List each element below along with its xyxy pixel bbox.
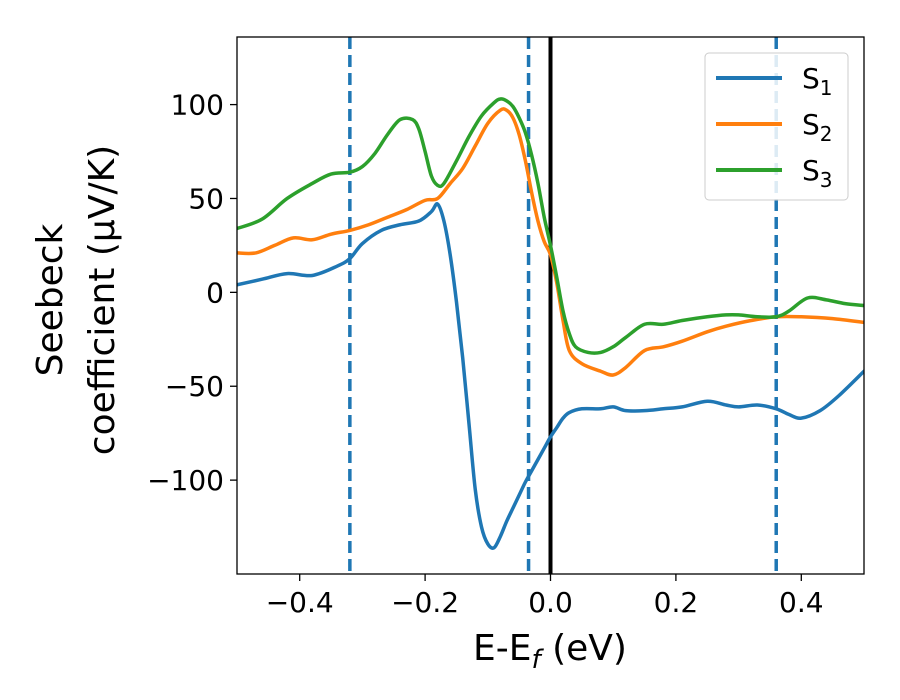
y-axis-label-line1: Seebeck: [30, 223, 71, 376]
x-axis-label: E-Ef (eV): [473, 628, 627, 675]
y-tick-label: 50: [188, 182, 224, 215]
x-axis-label-main: E-E: [473, 628, 531, 669]
series-line-s3: [237, 97, 864, 355]
x-axis-label-unit: (eV): [541, 628, 627, 669]
y-tick-label: 0: [206, 276, 224, 309]
x-tick-label: 0.4: [779, 586, 824, 619]
legend-label-s3: S3: [802, 154, 833, 192]
series-line-s1: [237, 202, 864, 550]
y-tick-label: −100: [147, 464, 224, 497]
x-tick-label: −0.2: [391, 586, 459, 619]
legend: S1 S2 S3: [704, 52, 849, 201]
series-line-s2: [237, 107, 864, 377]
y-axis-ticks: −100 −50 0 50 100: [147, 89, 237, 497]
y-tick-label: −50: [165, 370, 224, 403]
y-tick-label: 100: [171, 89, 224, 122]
series-lines: [237, 97, 864, 550]
x-axis-ticks: −0.4 −0.2 0.0 0.2 0.4: [266, 574, 824, 619]
reference-lines: [348, 37, 778, 574]
legend-label-s2: S2: [802, 108, 833, 146]
legend-label-s1: S1: [802, 62, 833, 100]
x-tick-label: 0.2: [654, 586, 699, 619]
legend-box: [704, 52, 849, 201]
x-tick-label: 0.0: [528, 586, 573, 619]
x-tick-label: −0.4: [266, 586, 334, 619]
y-axis-label-line2: coefficient (μV/K): [82, 145, 123, 455]
